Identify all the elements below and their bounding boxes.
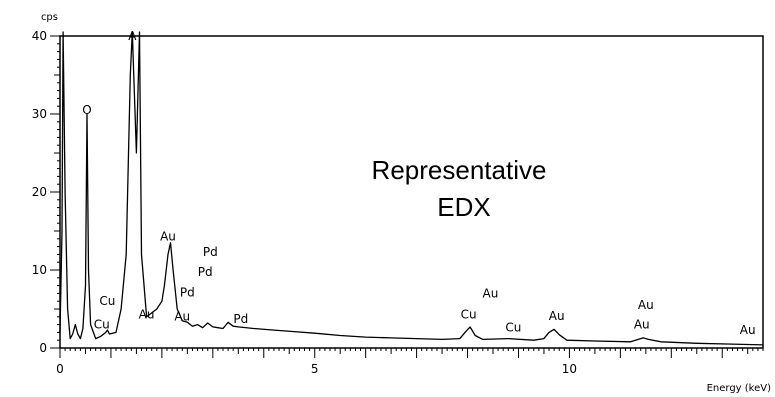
plot-frame — [59, 35, 764, 349]
y-axis: 0 10 20 30 40 — [32, 29, 60, 355]
peak-label: Pd — [180, 286, 195, 300]
y-tick-label: 30 — [32, 107, 47, 121]
peak-label: O — [82, 103, 91, 117]
peak-label: Au — [139, 307, 155, 321]
peak-label: A — [128, 29, 137, 43]
overlay-text-line-1: Representative — [372, 155, 547, 185]
x-axis: 0 5 10 — [56, 348, 764, 376]
y-tick-label: 40 — [32, 29, 47, 43]
spectrum-line — [59, 31, 764, 346]
peak-label: Au — [549, 309, 565, 323]
peak-label: Au — [740, 323, 756, 337]
x-tick-label: 10 — [562, 362, 577, 376]
y-tick-label: 20 — [32, 185, 47, 199]
peak-label: Au — [174, 310, 190, 324]
peak-label: Au — [483, 286, 499, 300]
peak-label: Pd — [233, 312, 248, 326]
peak-label: Cu — [99, 294, 115, 308]
y-axis-unit-label: cps — [41, 12, 58, 23]
peak-label: Au — [638, 298, 654, 312]
peak-label: Au — [634, 318, 650, 332]
peak-label: Pd — [198, 265, 213, 279]
y-tick-label: 0 — [39, 341, 47, 355]
overlay-text-line-2: EDX — [437, 192, 490, 222]
x-axis-unit-label: Energy (keV) — [707, 383, 772, 394]
peak-label: Cu — [461, 307, 477, 321]
peak-label: Pd — [203, 245, 218, 259]
x-tick-label: 0 — [56, 362, 64, 376]
y-tick-label: 10 — [32, 263, 47, 277]
peak-label: Cu — [94, 318, 110, 332]
x-tick-label: 5 — [311, 362, 319, 376]
peak-label: Cu — [505, 321, 521, 335]
peak-label: Au — [160, 229, 176, 243]
